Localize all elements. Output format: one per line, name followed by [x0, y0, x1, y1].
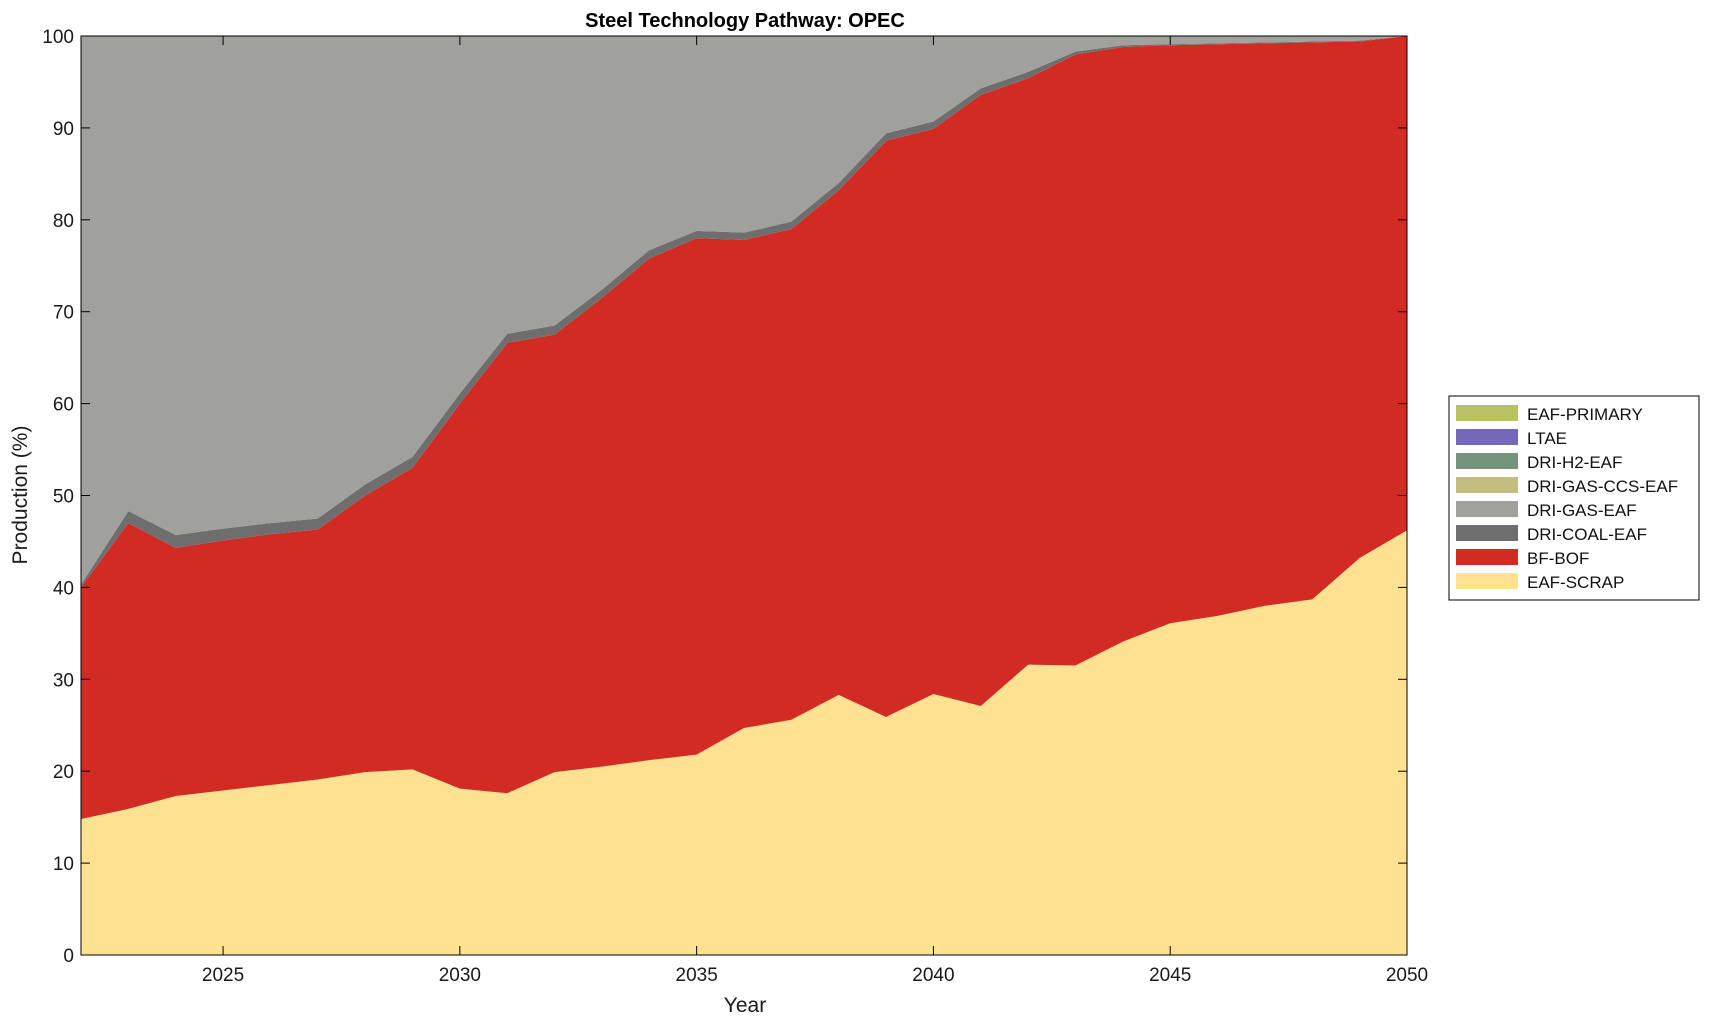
legend-label-eaf-scrap: EAF-SCRAP: [1527, 573, 1624, 592]
legend-label-ltae: LTAE: [1527, 429, 1567, 448]
area-dri-gas-eaf: [81, 36, 1407, 585]
legend-label-eaf-primary: EAF-PRIMARY: [1527, 405, 1643, 424]
y-axis-label: Production (%): [9, 426, 32, 565]
area-eaf-scrap: [81, 530, 1407, 955]
stacked-areas: [81, 36, 1407, 955]
y-tick-label: 60: [53, 395, 74, 416]
x-tick-label: 2040: [912, 965, 954, 986]
legend-swatch-eaf-scrap: [1456, 573, 1518, 589]
legend-swatch-eaf-primary: [1456, 405, 1518, 421]
area-bf-bof: [81, 36, 1407, 819]
legend-label-dri-coal-eaf: DRI-COAL-EAF: [1527, 525, 1647, 544]
legend-label-dri-gas-ccs-eaf: DRI-GAS-CCS-EAF: [1527, 477, 1678, 496]
legend-swatch-dri-gas-ccs-eaf: [1456, 477, 1518, 493]
y-tick-label: 40: [53, 578, 74, 599]
legend-swatch-bf-bof: [1456, 549, 1518, 565]
y-tick-label: 20: [53, 762, 74, 783]
y-tick-label: 90: [53, 119, 74, 140]
x-tick-label: 2050: [1386, 965, 1428, 986]
legend-swatch-dri-coal-eaf: [1456, 525, 1518, 541]
x-tick-label: 2030: [439, 965, 481, 986]
y-tick-label: 80: [53, 211, 74, 232]
legend-swatch-dri-gas-eaf: [1456, 501, 1518, 517]
legend: EAF-PRIMARY LTAE DRI-H2-EAF DRI-GAS-CCS-EAF…: [1448, 395, 1700, 601]
y-tick-label: 50: [53, 487, 74, 508]
legend-swatch-ltae: [1456, 429, 1518, 445]
chart-title: Steel Technology Pathway: OPEC: [585, 10, 905, 32]
x-tick-label: 2025: [202, 965, 244, 986]
y-tick-label: 0: [63, 946, 74, 967]
x-axis-label: Year: [724, 994, 766, 1017]
legend-box: [1448, 395, 1700, 601]
y-tick-label: 10: [53, 854, 74, 875]
legend-label-dri-gas-eaf: DRI-GAS-EAF: [1527, 501, 1637, 520]
x-tick-label: 2035: [676, 965, 718, 986]
y-tick-label: 70: [53, 303, 74, 324]
legend-swatch-dri-h2-eaf: [1456, 453, 1518, 469]
legend-label-dri-h2-eaf: DRI-H2-EAF: [1527, 453, 1622, 472]
area-dri-coal-eaf: [81, 36, 1407, 588]
legend-label-bf-bof: BF-BOF: [1527, 549, 1589, 568]
y-tick-label: 30: [53, 670, 74, 691]
y-tick-label: 100: [42, 27, 74, 48]
x-tick-label: 2045: [1149, 965, 1191, 986]
